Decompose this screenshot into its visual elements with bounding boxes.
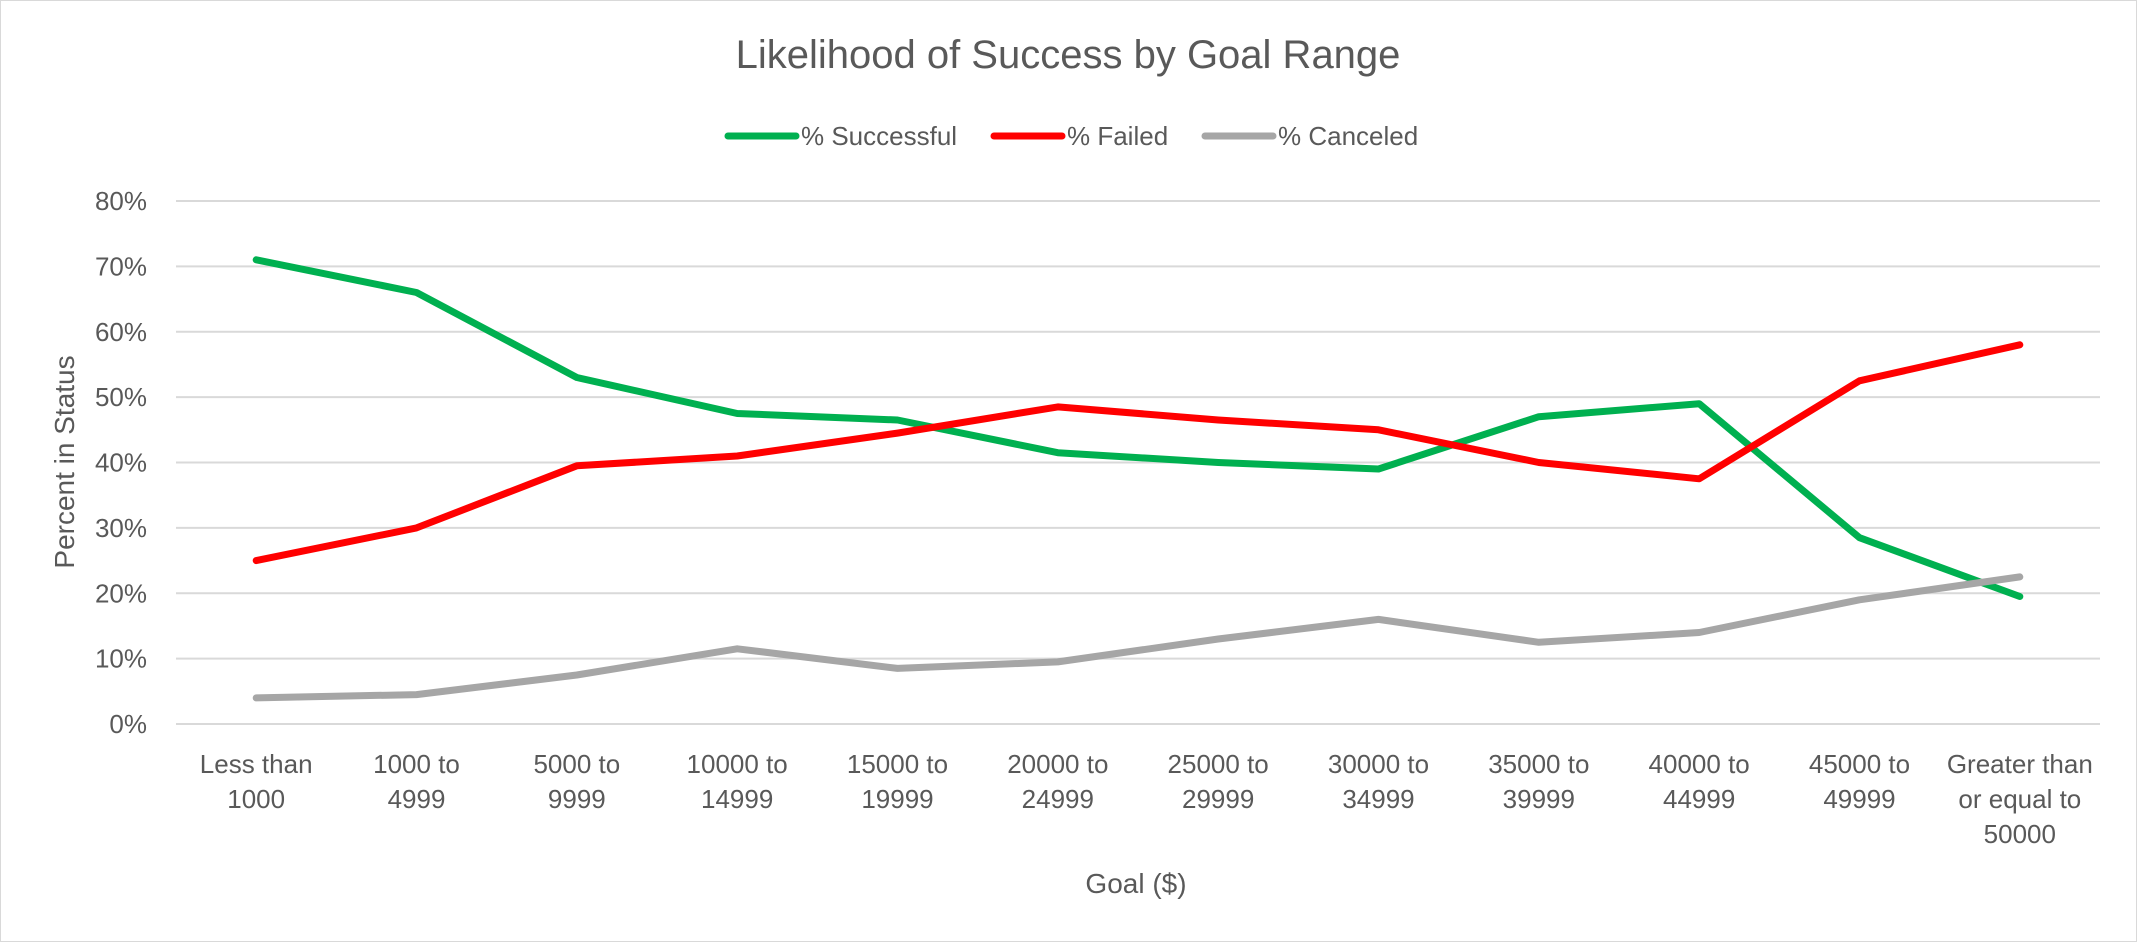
y-axis-ticks: 0% 10% 20% 30% 40% 50% 60% 70% 80% [95, 186, 147, 739]
series-line-2 [252, 341, 2024, 565]
y-tick-label: 80% [95, 186, 147, 216]
x-tick-label: 15000 to 19999 [847, 749, 948, 814]
x-axis-title: Goal ($) [1085, 868, 1186, 899]
y-tick-label: 10% [95, 644, 147, 674]
legend-label: % Successful [801, 121, 957, 151]
x-tick-label: 40000 to 44999 [1649, 749, 1750, 814]
gridlines [176, 200, 2100, 725]
legend-label: % Failed [1067, 121, 1168, 151]
y-tick-label: 0% [109, 709, 147, 739]
x-tick-label: 30000 to 34999 [1328, 749, 1429, 814]
x-tick-label: 45000 to 49999 [1809, 749, 1910, 814]
y-tick-label: 40% [95, 448, 147, 478]
x-tick-label: 20000 to 24999 [1007, 749, 1108, 814]
y-tick-label: 60% [95, 317, 147, 347]
y-tick-label: 70% [95, 251, 147, 281]
x-tick-label: Greater than or equal to 50000 [1947, 749, 2093, 849]
x-tick-label: Less than 1000 [200, 749, 313, 814]
chart-title: Likelihood of Success by Goal Range [736, 33, 1401, 77]
series-line-1 [252, 256, 2024, 600]
x-tick-label: 25000 to 29999 [1168, 749, 1269, 814]
series-lines [252, 256, 2024, 702]
x-tick-label: 10000 to 14999 [687, 749, 788, 814]
y-tick-label: 50% [95, 382, 147, 412]
legend-label: % Canceled [1278, 121, 1418, 151]
y-axis-title: Percent in Status [49, 355, 80, 568]
x-axis-ticks: Less than 1000 1000 to 4999 5000 to 9999 10000… [200, 749, 2093, 849]
series-line-3 [252, 573, 2024, 702]
x-tick-label: 1000 to 4999 [373, 749, 460, 814]
chart-legend: % Successful % Failed % Canceled [724, 121, 1418, 151]
y-tick-label: 30% [95, 513, 147, 543]
x-tick-label: 5000 to 9999 [533, 749, 620, 814]
y-tick-label: 20% [95, 578, 147, 608]
x-tick-label: 35000 to 39999 [1488, 749, 1589, 814]
